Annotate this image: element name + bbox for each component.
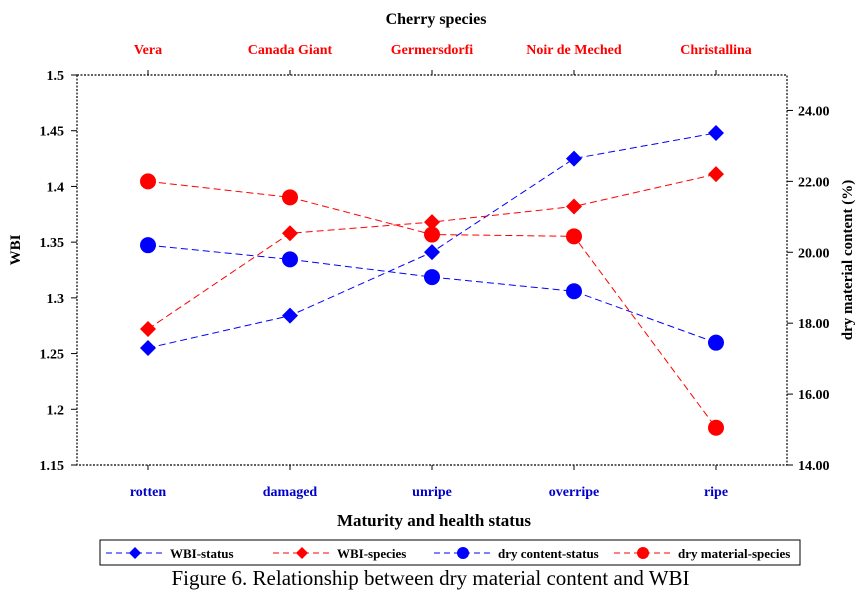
data-point-diamond [140,340,156,356]
legend-marker-circle [457,547,469,559]
figure-caption: Figure 6. Relationship between dry mater… [171,566,690,590]
data-point-circle [566,283,582,300]
data-point-circle [424,269,440,286]
data-point-diamond [708,166,724,183]
x-tick-label: overripe [549,485,600,500]
y-tick-label: 1.15 [40,459,65,474]
y2-axis-label: dry material content (%) [840,180,856,340]
legend-label: dry content-status [498,546,599,561]
series-markers [140,124,724,436]
top-category-label: Germersdorfi [391,43,474,58]
data-point-circle [708,334,724,351]
chart: Cherry species Vera Canada Giant Germersdo… [8,11,856,566]
y-tick-label: 1.3 [47,292,65,307]
data-point-diamond [282,307,298,324]
data-point-circle [566,228,582,245]
x-axis-label: Maturity and health status [337,511,531,530]
x-tick-label: rotten [130,485,166,500]
data-point-diamond [424,214,440,231]
y-tick-label: 1.35 [40,236,65,251]
y-tick-label: 1.2 [47,403,65,418]
legend-marker-diamond [129,547,141,559]
legend-label: WBI-species [337,546,406,561]
x-tick-label: damaged [263,485,318,500]
legend-label: WBI-status [170,546,234,561]
data-point-circle [140,237,156,254]
legend-label: dry material-species [678,546,790,561]
legend-marker-circle [637,547,649,559]
data-point-circle [424,226,440,243]
data-point-diamond [282,225,298,242]
y2-tick-label: 20.00 [798,246,830,261]
y2-tick-label: 22.00 [798,175,830,190]
y2-tick-label: 16.00 [798,388,830,403]
y-tick-label: 1.5 [47,69,65,84]
y-axis-label: WBI [8,234,24,265]
x-tick-label: ripe [704,485,728,500]
series-line [147,244,717,344]
data-point-circle [282,189,298,206]
data-point-circle [708,419,724,436]
data-point-diamond [424,244,440,261]
bottom-category-labels: rotten damaged unripe overripe ripe [130,465,728,500]
plot-area [76,74,788,466]
y-tick-label: 1.45 [40,125,65,140]
data-point-diamond [566,198,582,215]
y-tick-label: 1.25 [40,348,65,363]
top-category-label: Vera [134,43,162,58]
data-point-diamond [140,321,156,338]
legend-marker-diamond [296,547,308,559]
left-axis: 1.15 1.2 1.25 1.3 1.35 1.4 1.45 1.5 [40,69,77,474]
data-point-diamond [566,150,582,167]
top-category-label: Noir de Meched [526,43,622,58]
legend: WBI-status WBI-species dry content-status d… [106,546,790,561]
y2-tick-label: 18.00 [798,317,830,332]
top-category-labels: Vera Canada Giant Germersdorfi Noir de Mech… [134,43,752,75]
top-category-label: Christallina [680,43,752,58]
right-axis: 14.00 16.00 18.00 20.00 22.00 24.00 [787,104,830,474]
x-tick-label: unripe [412,485,452,500]
top-category-label: Canada Giant [248,43,333,58]
y2-tick-label: 24.00 [798,104,830,119]
data-point-diamond [708,124,724,141]
data-point-circle [140,173,156,190]
data-point-circle [282,251,298,268]
chart-title: Cherry species [386,11,487,28]
y-tick-label: 1.4 [47,180,65,195]
y2-tick-label: 14.00 [798,459,830,474]
